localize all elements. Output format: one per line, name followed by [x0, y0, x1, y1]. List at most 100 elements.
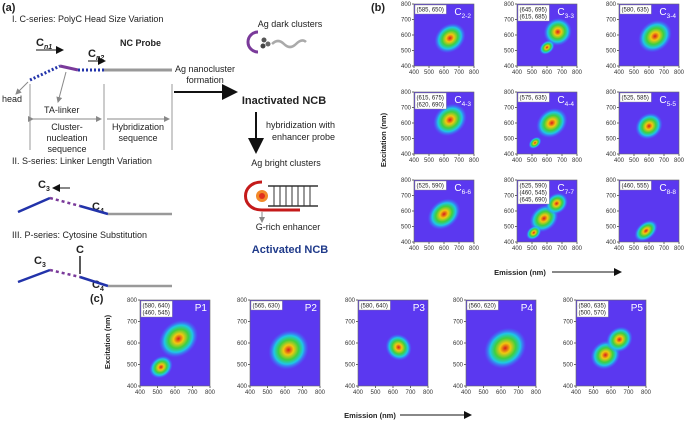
arrow: [15, 81, 29, 95]
y-tick-label: 400: [237, 384, 248, 390]
strand: [49, 268, 81, 279]
y-tick-label: 700: [401, 194, 412, 200]
plot-name-base: C: [659, 183, 666, 194]
plot-name-sub: 5-5: [667, 101, 677, 108]
x-tick-label: 600: [280, 390, 291, 396]
x-tick-label: 400: [512, 246, 523, 252]
x-tick-label: 800: [469, 158, 480, 164]
plot-name: C4-4: [557, 95, 574, 108]
plot-name-base: C: [454, 95, 461, 106]
plot-name-sub: 4-3: [462, 101, 472, 108]
linker-label: TA-linker: [44, 105, 79, 115]
x-tick-label: 700: [187, 390, 198, 396]
peak-label: (460, 545): [520, 191, 547, 197]
y-tick-label: 400: [504, 152, 515, 158]
y-tick-label: 600: [606, 121, 617, 127]
x-tick-label: 800: [572, 246, 583, 252]
emission-peak: [634, 220, 658, 242]
x-tick-label: 400: [353, 390, 364, 396]
y-tick-label: 500: [504, 137, 515, 143]
x-tick-label: 700: [557, 246, 568, 252]
x-tick-label: 400: [614, 246, 625, 252]
peak-label: (500, 570): [579, 311, 606, 317]
peak-box: [466, 300, 499, 311]
x-tick-label: 800: [469, 246, 480, 252]
x-tick-label: 600: [542, 246, 553, 252]
probe-head: [29, 64, 61, 82]
cluster-seq: nucleation: [46, 133, 87, 143]
x-tick-label: 700: [557, 158, 568, 164]
emission-peak: [539, 40, 555, 55]
emission-peak: [526, 225, 542, 240]
panel-label: (c): [90, 293, 104, 305]
y-tick-label: 600: [127, 341, 138, 347]
x-tick-label: 800: [205, 390, 216, 396]
x-tick-label: 700: [513, 390, 524, 396]
emission-peak: [484, 327, 527, 369]
peak-label: (525, 590): [520, 184, 547, 190]
peak-box: [140, 300, 173, 318]
y-tick-label: 400: [504, 64, 515, 70]
x-tick-label: 500: [527, 158, 538, 164]
x-tick-label: 400: [135, 390, 146, 396]
x-tick-label: 800: [674, 70, 685, 76]
y-tick-label: 500: [606, 137, 617, 143]
c-base: C: [38, 179, 46, 191]
strand: [79, 275, 109, 288]
plot-name: P2: [305, 303, 318, 314]
c-base: C: [92, 201, 100, 213]
plot-name-sub: 8-8: [667, 189, 677, 196]
panel-label: (a): [2, 2, 16, 14]
peak-label: (615, 675): [417, 96, 444, 102]
y-tick-label: 400: [345, 384, 356, 390]
x-tick-label: 400: [512, 158, 523, 164]
y-tick-label: 500: [345, 363, 356, 369]
peak-box: [414, 92, 447, 110]
panel-label: (b): [371, 2, 385, 14]
x-tick-label: 700: [623, 390, 634, 396]
peak-box: [517, 180, 550, 205]
y-tick-label: 800: [237, 298, 248, 304]
peak-label: (525, 590): [417, 184, 444, 190]
y-tick-label: 500: [504, 225, 515, 231]
x-tick-label: 400: [245, 390, 256, 396]
strand: [49, 196, 81, 208]
y-tick-label: 400: [606, 152, 617, 158]
peak-label: (620, 690): [417, 103, 444, 109]
plot-name: P1: [195, 303, 208, 314]
peak-label: (575, 635): [520, 96, 547, 102]
series-title: III. P-series: Cytosine Substitution: [12, 230, 147, 240]
y-tick-label: 800: [127, 298, 138, 304]
x-tick-label: 500: [629, 246, 640, 252]
plot-name-sub: 7-7: [565, 189, 575, 196]
c-n1: Cn1: [36, 37, 52, 51]
emission-peak: [606, 326, 633, 353]
peak-box: [517, 92, 550, 103]
y-tick-label: 800: [563, 298, 574, 304]
formation: formation: [186, 75, 224, 85]
x-tick-label: 600: [496, 390, 507, 396]
emission-peak: [536, 107, 568, 139]
x-tick-label: 700: [659, 70, 670, 76]
y-tick-label: 800: [345, 298, 356, 304]
s-c3: C3: [38, 179, 50, 193]
emission-peak: [528, 136, 542, 149]
inactivated: Inactivated NCB: [242, 95, 326, 107]
plot-name-base: C: [454, 7, 461, 18]
formation: Ag nanocluster: [175, 64, 235, 74]
y-tick-label: 500: [401, 49, 412, 55]
x-tick-label: 400: [409, 158, 420, 164]
x-tick-label: 800: [674, 246, 685, 252]
x-tick-label: 400: [614, 70, 625, 76]
x-tick-label: 800: [572, 70, 583, 76]
strand: [17, 196, 51, 214]
c-base: C: [88, 48, 96, 60]
y-tick-label: 400: [606, 240, 617, 246]
